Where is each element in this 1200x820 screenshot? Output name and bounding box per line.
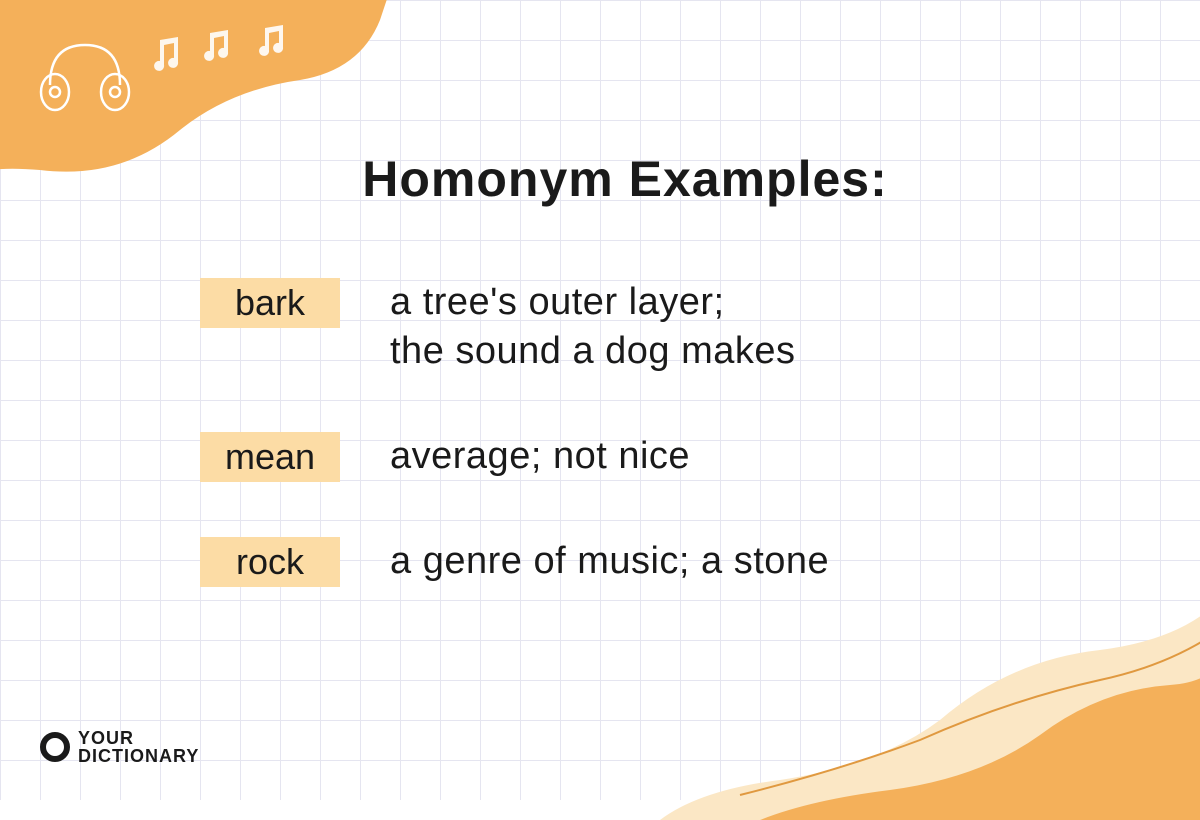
homonym-word: mean xyxy=(200,432,340,482)
example-row: rock a genre of music; a stone xyxy=(200,537,1100,587)
example-row: bark a tree's outer layer;the sound a do… xyxy=(200,278,1100,377)
headphones-icon xyxy=(30,30,140,120)
logo-line1: YOUR xyxy=(78,729,199,747)
homonym-word: bark xyxy=(200,278,340,328)
homonym-definition: a genre of music; a stone xyxy=(390,537,1100,586)
homonym-word: rock xyxy=(200,537,340,587)
homonym-definition: a tree's outer layer;the sound a dog mak… xyxy=(390,278,1100,377)
music-notes-icon xyxy=(150,25,310,95)
page-title: Homonym Examples: xyxy=(150,150,1100,208)
content-area: Homonym Examples: bark a tree's outer la… xyxy=(200,150,1100,642)
brand-logo: YOUR DICTIONARY xyxy=(40,729,199,765)
logo-line2: DICTIONARY xyxy=(78,747,199,765)
logo-text: YOUR DICTIONARY xyxy=(78,729,199,765)
homonym-definition: average; not nice xyxy=(390,432,1100,481)
example-row: mean average; not nice xyxy=(200,432,1100,482)
logo-icon xyxy=(40,732,70,762)
